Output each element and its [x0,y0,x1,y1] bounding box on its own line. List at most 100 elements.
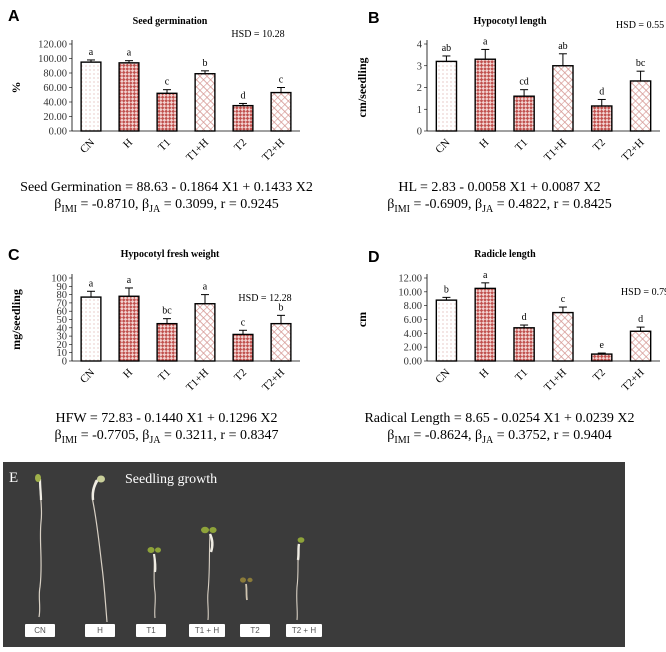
y-tick-label: 0 [62,357,67,368]
hsd-label: HSD = 0.55 [616,20,664,31]
hsd-label: HSD = 10.28 [231,29,284,40]
y-tick-label: 1 [417,105,422,116]
significance-letter: b [444,284,449,295]
photo-panel-letter: E [9,470,19,486]
y-tick-label: 12.00 [398,274,422,285]
equation-d: Radical Length = 8.65 - 0.0254 X1 + 0.02… [364,411,635,426]
y-tick-label: 120.00 [38,40,67,51]
x-tick-label: T1+H [542,137,569,164]
stats-d: βIMI = -0.8624, βJA = 0.3752, r = 0.9404 [333,428,666,446]
y-tick-label: 70 [57,298,68,309]
beta-imi-d: β [387,428,395,443]
y-tick-label: 100.00 [38,54,67,65]
bar [232,104,254,132]
beta-imi-sub-b: IMI [394,203,410,215]
significance-letter: cd [519,77,528,88]
bar [590,105,613,132]
chart-title: Hypocotyl fresh weight [121,249,220,260]
x-tick-label: T2 [232,137,249,154]
significance-letter: b [203,58,208,69]
panel-letter-c: C [8,247,20,264]
bar [270,91,292,132]
significance-letter: d [638,314,643,325]
x-tick-label: T1+H [184,367,211,394]
x-tick-label: H [121,367,135,381]
y-tick-label: 8.00 [404,301,422,312]
x-tick-label: T2+H [260,137,287,164]
y-tick-label: 10.00 [398,287,422,298]
significance-letter: c [165,77,170,88]
beta-ja-val-a: = 0.3099, r = 0.9245 [160,197,279,212]
significance-letter: bc [162,306,172,317]
bar [552,65,574,132]
significance-letter: d [522,312,527,323]
x-tick-label: CN [433,367,452,386]
bar [232,333,254,362]
beta-ja-val-d: = 0.3752, r = 0.9404 [493,428,612,443]
beta-ja-val-c: = 0.3211, r = 0.8347 [160,428,279,443]
significance-letter: a [203,282,208,293]
bar [194,73,216,132]
beta-imi-b: β [387,197,395,212]
photo-label: T2 + H [286,624,322,637]
beta-ja-c: β [142,428,150,443]
bar [435,60,458,132]
beta-ja-val-b: = 0.4822, r = 0.8425 [493,197,612,212]
significance-letter: d [599,86,604,97]
beta-ja-sub-b: JA [482,203,494,215]
x-tick-label: T1 [513,137,530,154]
y-tick-label: 80.00 [43,69,67,80]
y-tick-label: 2 [417,83,422,94]
beta-imi-a: β [54,197,62,212]
y-tick-label: 30 [57,332,68,343]
x-tick-label: T2 [591,137,608,154]
stats-b: βIMI = -0.6909, βJA = 0.4822, r = 0.8425 [333,197,666,215]
y-tick-label: 20.00 [43,112,67,123]
beta-ja-a: β [142,197,150,212]
beta-imi-val-b: = -0.6909, [409,197,476,212]
x-tick-label: T2+H [620,367,647,394]
panel-letter-d: D [368,249,380,266]
hsd-label: HSD = 0.79 [621,287,666,298]
y-tick-label: 80 [57,290,68,301]
y-tick-label: 50 [57,315,68,326]
bar [435,299,458,362]
equation-b: HL = 2.83 - 0.0058 X1 + 0.0087 X2 [398,180,601,195]
bar [590,353,613,362]
significance-letter: c [241,317,246,328]
y-tick-label: 2.00 [404,343,422,354]
y-axis-label: mg/seedling [9,289,23,350]
bar [156,322,178,362]
x-tick-label: T1 [156,367,173,384]
significance-letter: a [483,270,488,281]
beta-imi-val-c: = -0.7705, [77,428,143,443]
bar [270,322,292,362]
bar [80,61,102,132]
beta-ja-b: β [475,197,483,212]
significance-letter: d [241,90,246,101]
significance-letter: a [89,47,94,58]
x-tick-label: H [121,137,135,151]
x-tick-label: T1 [156,137,173,154]
beta-imi-c: β [54,428,62,443]
photo-label: T2 [240,624,270,637]
y-tick-label: 60.00 [43,83,67,94]
bar [513,327,535,362]
beta-ja-sub-a: JA [149,203,161,215]
beta-imi-sub-d: IMI [394,434,410,446]
bar [118,295,140,362]
significance-letter: c [561,294,566,305]
significance-letter: b [279,302,284,313]
chart-title: Hypocotyl length [473,16,546,27]
y-tick-label: 60 [57,307,68,318]
beta-ja-sub-d: JA [482,434,494,446]
chart-title: Radicle length [474,249,536,260]
equation-c: HFW = 72.83 - 0.1440 X1 + 0.1296 X2 [55,411,278,426]
significance-letter: c [279,75,284,86]
chart-hypocotyl-fresh-weight: Hypocotyl fresh weight HSD = 12.28 mg/seed… [9,249,300,394]
beta-imi-val-a: = -0.8710, [76,197,143,212]
x-tick-label: H [477,367,491,381]
bar [194,303,216,362]
x-tick-label: T2+H [620,137,647,164]
photo-label: H [85,624,115,637]
